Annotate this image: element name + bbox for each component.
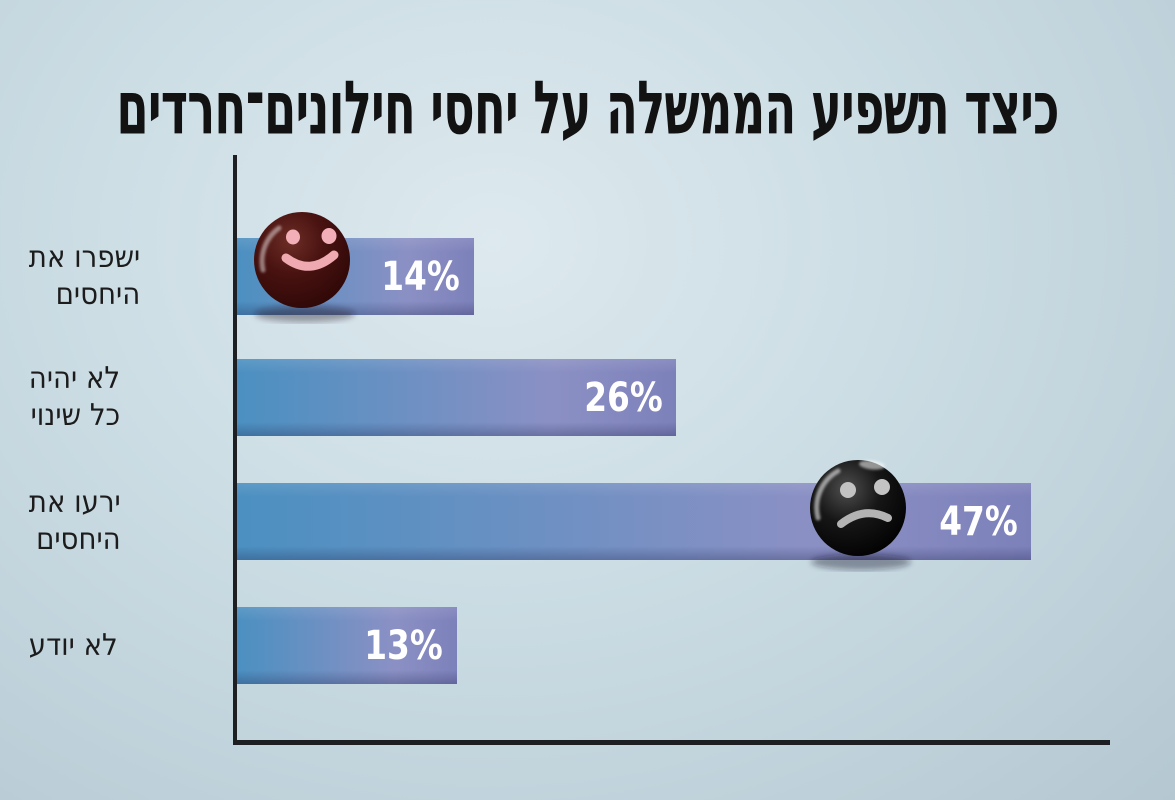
bar-improve: 14% <box>237 238 474 315</box>
chart-title: כיצד תשפיע הממשלה על יחסי חילונים־חרדים <box>116 66 1059 152</box>
x-axis-line <box>233 740 1110 745</box>
bar-dont-know: 13% <box>237 607 457 684</box>
value-label: 14% <box>381 253 460 300</box>
bar-no-change: 26% <box>237 359 677 436</box>
value-label: 26% <box>583 374 663 421</box>
category-label-worsen: ירעו את היחסים <box>28 485 121 557</box>
value-label: 47% <box>938 498 1018 545</box>
value-label: 13% <box>364 622 443 669</box>
y-axis-line <box>233 155 237 745</box>
category-label-improve: ישפרו את היחסים <box>28 240 141 312</box>
happy-face-icon <box>254 212 355 322</box>
category-label-no-change: לא יהיה כל שינוי <box>28 361 121 433</box>
sad-face-icon <box>810 460 911 570</box>
category-label-dont-know: לא יודע <box>28 627 118 663</box>
